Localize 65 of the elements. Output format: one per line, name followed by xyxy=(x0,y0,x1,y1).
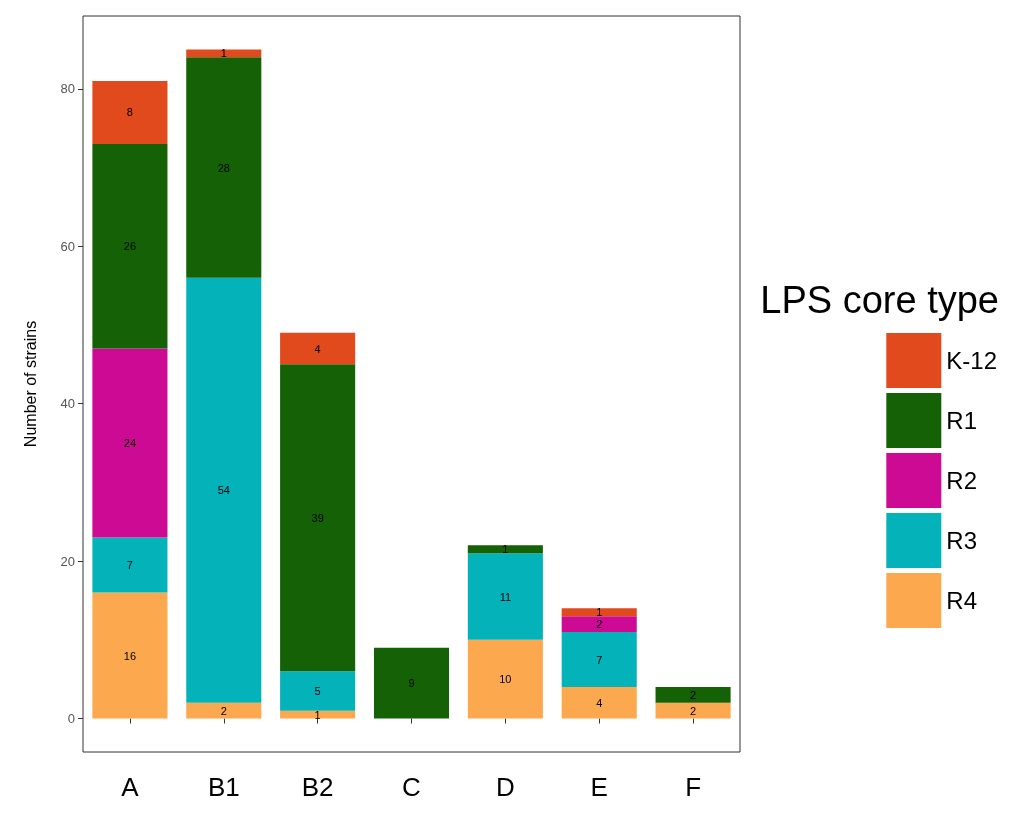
bar xyxy=(373,647,450,719)
data-label: 2 xyxy=(596,618,603,631)
bar xyxy=(186,702,262,719)
bar xyxy=(561,608,637,617)
legend-label: R4 xyxy=(946,587,977,614)
bar xyxy=(467,553,543,640)
bar xyxy=(186,49,262,58)
data-label: 28 xyxy=(217,161,230,174)
data-label: 24 xyxy=(123,437,137,450)
x-tick-label: A xyxy=(121,772,140,802)
bar xyxy=(92,348,168,538)
y-tick-label: 0 xyxy=(67,711,75,727)
data-label: 2 xyxy=(690,688,697,701)
legend-label: R2 xyxy=(946,467,977,494)
bar xyxy=(561,631,637,688)
bar xyxy=(92,537,168,593)
data-label: 9 xyxy=(408,677,415,690)
bar xyxy=(280,671,356,711)
x-tick-label: E xyxy=(590,772,608,802)
x-tick-label: D xyxy=(495,772,515,802)
data-label: 7 xyxy=(126,559,133,572)
y-tick-label: 60 xyxy=(60,238,75,254)
bar xyxy=(92,80,168,144)
data-label: 11 xyxy=(499,590,512,603)
legend-label: R1 xyxy=(946,407,977,434)
data-label: 1 xyxy=(502,543,509,556)
data-label: 4 xyxy=(314,342,321,355)
bar xyxy=(186,57,262,278)
x-tick-label: F xyxy=(685,772,702,802)
bar xyxy=(280,710,356,719)
bar xyxy=(561,687,637,719)
data-label: 26 xyxy=(123,240,137,253)
y-tick-label: 20 xyxy=(60,553,75,569)
bar xyxy=(280,332,356,365)
bar xyxy=(92,592,168,719)
data-label: 7 xyxy=(596,653,603,666)
y-tick-label: 40 xyxy=(60,396,75,412)
data-label: 1 xyxy=(314,708,321,721)
legend-label: R3 xyxy=(946,527,977,554)
data-label: 1 xyxy=(220,47,227,60)
bar xyxy=(186,277,262,703)
legend-label: K-12 xyxy=(946,347,998,374)
bar xyxy=(92,143,168,349)
data-label: 5 xyxy=(314,684,321,697)
y-axis-title: Number of strains xyxy=(21,320,39,448)
data-label: 2 xyxy=(220,704,227,717)
data-label: 10 xyxy=(499,673,512,686)
data-label: 2 xyxy=(690,704,697,717)
bar xyxy=(467,639,543,719)
bar xyxy=(561,616,637,632)
legend-title: LPS core type xyxy=(760,279,999,321)
bar xyxy=(280,364,356,672)
bar xyxy=(655,702,731,719)
data-label: 39 xyxy=(311,511,324,524)
x-tick-label: C xyxy=(402,772,421,802)
data-label: 4 xyxy=(596,696,603,709)
data-label: 1 xyxy=(596,606,603,619)
x-tick-label: B1 xyxy=(207,772,240,802)
data-label: 8 xyxy=(126,106,133,119)
bar xyxy=(655,687,731,703)
data-label: 16 xyxy=(123,649,137,662)
y-tick-label: 80 xyxy=(60,81,75,97)
data-label: 54 xyxy=(217,484,230,497)
bar xyxy=(467,545,543,554)
x-tick-label: B2 xyxy=(301,772,334,802)
